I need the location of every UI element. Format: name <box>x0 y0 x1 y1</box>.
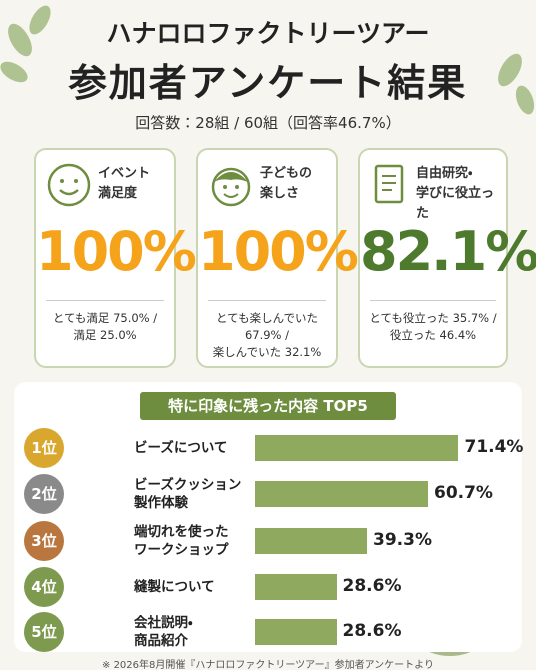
label-line: 満足度 <box>98 186 138 201</box>
card-detail: とても満足 75.0% / 満足 25.0% <box>36 310 174 344</box>
bar <box>255 528 367 554</box>
bar <box>255 619 337 645</box>
ranking-panel <box>14 382 522 652</box>
card-label: イベント 満足度 <box>98 164 150 204</box>
detail-line: 役立った 46.4% <box>389 328 477 342</box>
bar <box>255 481 428 507</box>
value-label: 28.6% <box>342 621 402 641</box>
rank-badge: 5位 <box>24 612 64 652</box>
rank-badge: 1位 <box>24 428 64 468</box>
rank-badge: 3位 <box>24 521 64 561</box>
card-detail: とても役立った 35.7% / 役立った 46.4% <box>360 310 506 344</box>
label-line: 学びに役立った <box>416 186 495 221</box>
bar <box>255 435 459 461</box>
smile-icon <box>47 163 91 207</box>
footnote: ※ 2026年8月開催『ハナロロファクトリーツアー』参加者アンケートより <box>102 660 434 670</box>
item-label: 商品紹介 <box>134 633 188 649</box>
card: 自由研究・学びに役立った 82.1% とても役立った 35.7% / 役立った 4… <box>358 148 536 368</box>
card-value: 100% <box>198 220 359 283</box>
detail-line: 満足 25.0% <box>73 328 137 342</box>
label-line: 子どもの <box>260 166 313 181</box>
ranking-title: 特に印象に残った内容 TOP5 <box>140 392 396 420</box>
item-label: 縫製について <box>134 579 215 595</box>
label-line: 楽しさ <box>260 186 300 201</box>
detail-line: とても楽しんでいた <box>215 311 318 325</box>
item-label: ビーズクッション <box>134 477 242 493</box>
title: 参加者アンケート結果 <box>68 61 468 105</box>
card-value: 100% <box>36 220 197 283</box>
card: 子どもの楽しさ 100% とても楽しんでいた 67.9% / 楽しんでいた 32.1… <box>196 148 359 368</box>
item-label: ビーズについて <box>134 440 228 456</box>
subtitle: ハナロロファクトリーツアー <box>106 19 430 48</box>
item-label: ワークショップ <box>134 542 229 558</box>
detail-line: とても満足 75.0% / <box>52 311 158 325</box>
card-label: 子どもの 楽しさ <box>260 164 312 204</box>
value-label: 28.6% <box>342 576 402 596</box>
notebook-icon <box>374 164 404 204</box>
label-line: イベント <box>98 166 151 181</box>
label-line: 自由研究・ <box>416 166 473 181</box>
rank-badge: 4位 <box>24 567 64 607</box>
card-label: 自由研究・学びに役立った <box>416 164 506 224</box>
detail-line: 楽しんでいた 32.1% <box>212 345 322 359</box>
response-rate: 回答数：28組 / 60組（回答率46.7%） <box>135 114 401 132</box>
value-label: 71.4% <box>464 437 524 457</box>
value-label: 39.3% <box>373 530 432 550</box>
child-icon <box>211 167 251 207</box>
bar <box>255 574 337 600</box>
item-label: 端切れを使った <box>134 524 229 540</box>
item-label: 会社説明・ <box>134 615 193 631</box>
card-detail: とても楽しんでいた 67.9% / 楽しんでいた 32.1% <box>198 310 336 361</box>
card: イベント満足度 100% とても満足 75.0% / 満足 25.0% <box>34 148 197 368</box>
detail-line: 67.9% / <box>244 328 290 342</box>
detail-line: とても役立った 35.7% / <box>369 311 497 325</box>
card-value: 82.1% <box>360 220 536 283</box>
value-label: 60.7% <box>433 483 493 503</box>
rank-badge: 2位 <box>24 474 64 514</box>
item-label: 製作体験 <box>134 495 188 511</box>
